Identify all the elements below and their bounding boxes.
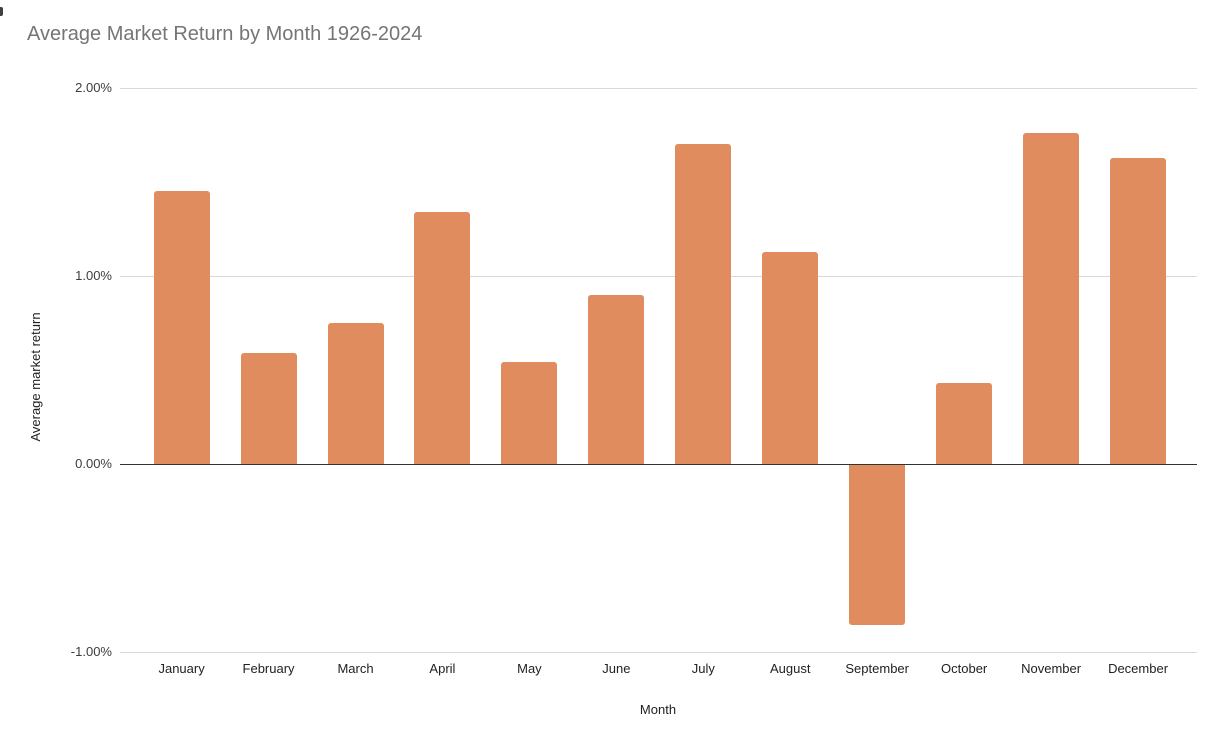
gridline [120,276,1197,277]
x-axis-tick-label: April [429,661,456,676]
y-axis-title: Average market return [28,312,43,442]
bar-june[interactable] [588,294,645,464]
bar-december[interactable] [1110,157,1167,464]
bar-november[interactable] [1023,133,1080,464]
zero-axis-line [120,464,1197,465]
bar-january[interactable] [153,191,210,464]
screen-edge-artifact [0,7,3,16]
y-axis-tick-label: 0.00% [75,456,112,471]
bar-october[interactable] [936,383,993,464]
x-axis-tick-label: November [1021,661,1082,676]
bar-august[interactable] [762,251,819,464]
x-axis-tick-label: February [242,661,295,676]
x-axis-tick-label: October [941,661,988,676]
x-axis-title: Month [639,702,677,717]
bar-february[interactable] [240,353,297,464]
bar-april[interactable] [414,212,471,464]
gridline [120,88,1197,89]
y-axis-tick-label: 2.00% [75,80,112,95]
x-axis-tick-label: January [158,661,205,676]
plot-area [120,88,1197,653]
gridline [120,652,1197,653]
y-axis-tick-label: 1.00% [75,268,112,283]
bar-march[interactable] [327,323,384,464]
bar-september[interactable] [849,465,906,625]
x-axis-tick-label: May [517,661,542,676]
x-axis-tick-label: August [770,661,811,676]
y-axis-tick-label: -1.00% [70,644,112,659]
chart-title: Average Market Return by Month 1926-2024 [27,23,423,45]
bar-may[interactable] [501,362,558,464]
x-axis-tick-label: July [691,661,715,676]
x-axis-tick-label: December [1108,661,1169,676]
x-axis-tick-label: March [337,661,374,676]
bar-july[interactable] [675,144,732,464]
x-axis-tick-label: June [602,661,631,676]
x-axis-tick-label: September [845,661,909,676]
